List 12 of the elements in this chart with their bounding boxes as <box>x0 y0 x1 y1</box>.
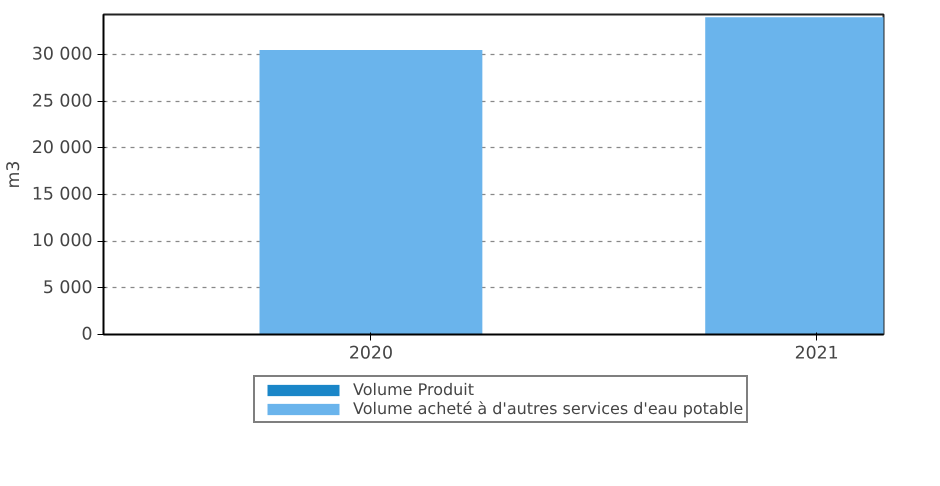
y-tick-label: 15 000 <box>32 184 93 205</box>
y-axis-title: m3 <box>4 160 24 188</box>
x-tick-label: 2021 <box>794 344 839 364</box>
x-tick-label: 2020 <box>348 344 393 364</box>
y-tick-label: 30 000 <box>32 44 93 65</box>
legend-label: Volume acheté à d'autres services d'eau potable <box>353 399 744 418</box>
y-tick-label: 25 000 <box>32 91 93 112</box>
y-tick-label: 20 000 <box>32 138 93 158</box>
legend-label: Volume Produit <box>353 380 474 399</box>
y-tick-label: 10 000 <box>32 231 93 252</box>
y-tick-label: 0 <box>81 324 93 344</box>
y-tick-label: 5 000 <box>42 278 93 298</box>
